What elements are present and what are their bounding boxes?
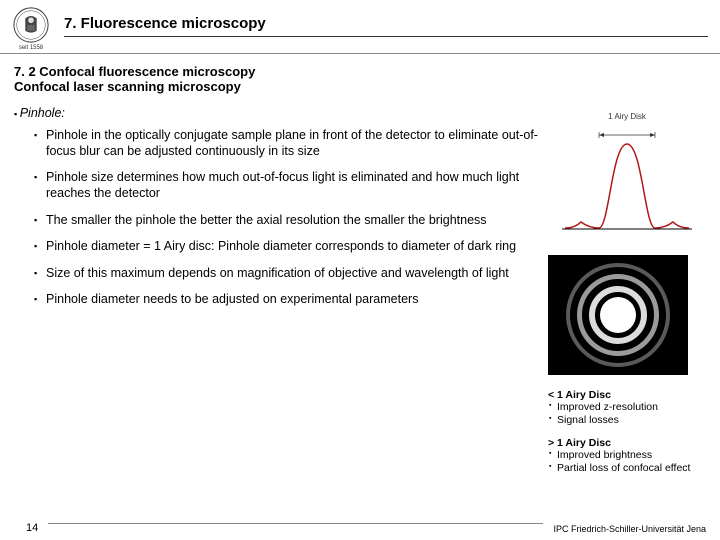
university-seal-icon: [12, 6, 50, 44]
airy-graph-label: 1 Airy Disk: [608, 112, 646, 121]
airy-center: [600, 297, 636, 333]
section-subtitle: Confocal laser scanning microscopy: [14, 79, 706, 94]
bullet-item: Pinhole diameter = 1 Airy disc: Pinhole …: [36, 239, 538, 255]
slide-footer: 14 IPC Friedrich-Schiller-Universität Je…: [0, 522, 720, 534]
bullet-item: The smaller the pinhole the better the a…: [36, 213, 538, 229]
bullet-item: Pinhole in the optically conjugate sampl…: [36, 128, 538, 159]
note-item: Signal losses: [549, 414, 706, 427]
bullet-item: Pinhole size determines how much out-of-…: [36, 170, 538, 201]
comparison-notes: < 1 Airy Disc Improved z-resolution Sign…: [548, 389, 706, 476]
chapter-title: 7. Fluorescence microscopy: [64, 15, 708, 37]
note-item: Improved z-resolution: [549, 401, 706, 414]
footer-divider: [48, 523, 543, 524]
section-number: 7. 2 Confocal fluorescence microscopy: [14, 64, 706, 79]
bullet-item: Pinhole diameter needs to be adjusted on…: [36, 292, 538, 308]
airy-curve-icon: [557, 124, 697, 244]
page-number: 14: [26, 522, 38, 534]
figure-column: 1 Airy Disk < 1 Airy: [548, 106, 706, 486]
slide-body: 7. 2 Confocal fluorescence microscopy Co…: [0, 54, 720, 486]
note-heading-gt: > 1 Airy Disc: [548, 437, 706, 449]
affiliation: IPC Friedrich-Schiller-Universität Jena: [553, 524, 706, 534]
note-item: Partial loss of confocal effect: [549, 462, 706, 475]
slide-header: seit 1558 7. Fluorescence microscopy: [0, 0, 720, 54]
note-heading-lt: < 1 Airy Disc: [548, 389, 706, 401]
note-item: Improved brightness: [549, 449, 706, 462]
logo-block: seit 1558: [12, 6, 50, 51]
airy-graph: 1 Airy Disk: [548, 106, 706, 249]
topic-text: Pinhole:: [20, 106, 65, 120]
airy-disc-image: [548, 255, 688, 375]
topic-heading: Pinhole:: [14, 106, 538, 120]
bullet-list: Pinhole in the optically conjugate sampl…: [14, 128, 538, 308]
text-column: Pinhole: Pinhole in the optically conjug…: [14, 106, 538, 486]
logo-year: seit 1558: [19, 45, 43, 51]
bullet-item: Size of this maximum depends on magnific…: [36, 266, 538, 282]
